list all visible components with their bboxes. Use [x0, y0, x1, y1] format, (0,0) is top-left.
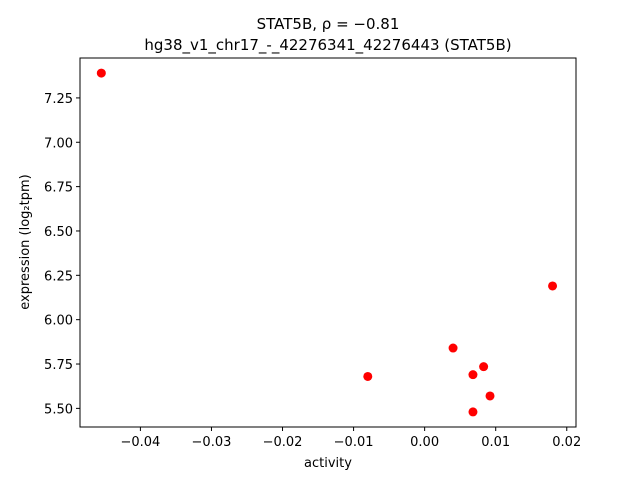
y-tick-label: 6.75 — [44, 181, 73, 196]
x-tick-label: 0.01 — [481, 435, 510, 450]
chart-title-line2: hg38_v1_chr17_-_42276341_42276443 (STAT5… — [144, 36, 511, 55]
y-tick-label: 5.50 — [44, 402, 73, 417]
x-tick-label: 0.02 — [552, 435, 581, 450]
x-tick-label: −0.01 — [334, 435, 374, 450]
data-point — [548, 281, 558, 291]
y-axis: 5.50 5.75 6.00 6.25 6.50 6.75 7.00 7.25 — [44, 92, 80, 417]
data-point — [96, 68, 106, 78]
y-tick-label: 6.50 — [44, 225, 73, 240]
x-tick-label: −0.04 — [120, 435, 160, 450]
y-tick-label: 5.75 — [44, 358, 73, 373]
data-point — [468, 407, 478, 417]
x-axis: −0.04 −0.03 −0.02 −0.01 0.00 0.01 0.02 — [120, 427, 581, 450]
y-tick-label: 6.25 — [44, 269, 73, 284]
data-point — [479, 362, 489, 372]
y-tick-label: 7.00 — [44, 136, 73, 151]
data-point — [363, 371, 373, 381]
x-tick-label: 0.00 — [410, 435, 439, 450]
chart-title-line1: STAT5B, ρ = −0.81 — [257, 15, 400, 33]
y-axis-label: expression (log₂tpm) — [18, 174, 33, 309]
data-points — [96, 68, 558, 417]
data-point — [485, 391, 495, 401]
x-tick-label: −0.03 — [192, 435, 232, 450]
plot-area-frame — [79, 57, 577, 428]
y-tick-label: 6.00 — [44, 314, 73, 329]
data-point — [468, 370, 478, 380]
x-tick-label: −0.02 — [263, 435, 303, 450]
y-tick-label: 7.25 — [44, 92, 73, 107]
data-point — [448, 343, 458, 353]
x-axis-label: activity — [304, 456, 352, 471]
